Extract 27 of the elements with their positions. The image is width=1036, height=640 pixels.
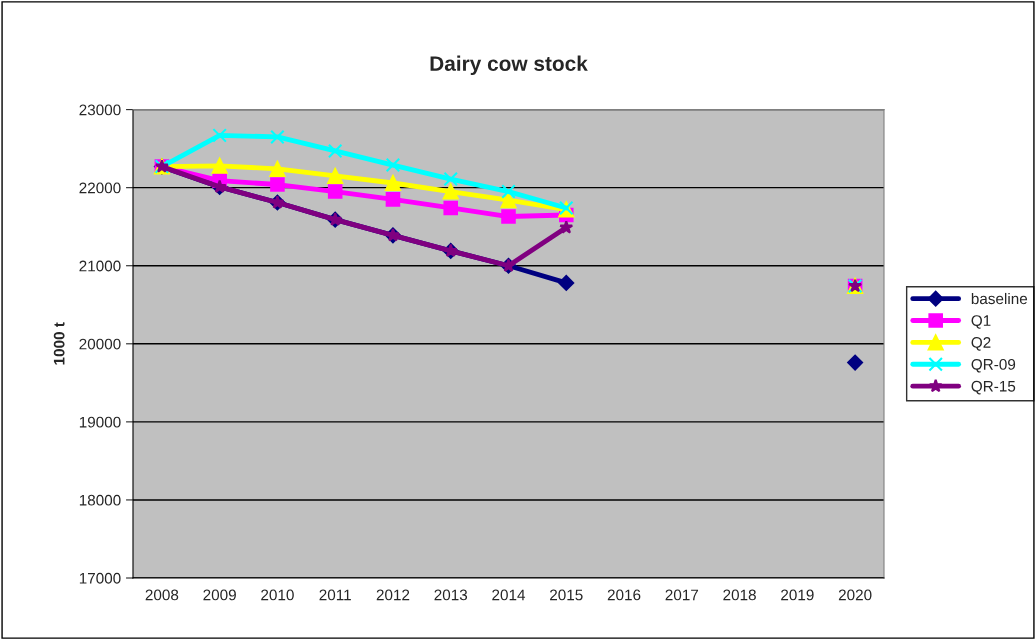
x-tick-label: 2009 xyxy=(203,589,236,601)
x-tick-label: 2016 xyxy=(607,589,641,601)
y-tick-label: 18000 xyxy=(79,494,121,506)
x-tick-label: 2012 xyxy=(376,589,410,601)
x-tick-label: 2020 xyxy=(838,589,872,601)
x-tick-label: 2008 xyxy=(145,589,179,601)
x-tick-label: 2010 xyxy=(261,589,294,601)
y-tick-label: 23000 xyxy=(79,104,121,116)
x-tick-label: 2015 xyxy=(550,589,583,601)
legend-label: Q1 xyxy=(971,315,991,329)
x-tick-label: 2011 xyxy=(319,589,351,601)
x-tick-label: 2017 xyxy=(665,589,699,601)
chart-title: Dairy cow stock xyxy=(430,55,588,76)
x-tick-label: 2018 xyxy=(723,589,756,601)
x-tick-label: 2014 xyxy=(492,589,526,601)
y-tick-label: 19000 xyxy=(79,416,121,428)
y-tick-label: 17000 xyxy=(79,572,121,584)
y-axis-title: 1000 t xyxy=(53,322,65,365)
y-tick-label: 21000 xyxy=(79,260,121,272)
y-tick-label: 22000 xyxy=(79,182,121,194)
legend-label: QR-09 xyxy=(971,358,1016,373)
legend-label: baseline xyxy=(971,292,1028,305)
x-tick-label: 2019 xyxy=(781,589,814,601)
legend-label: Q2 xyxy=(971,337,991,351)
legend-label: QR-15 xyxy=(971,380,1016,395)
y-tick-label: 20000 xyxy=(79,338,121,350)
x-tick-label: 2013 xyxy=(434,589,468,601)
